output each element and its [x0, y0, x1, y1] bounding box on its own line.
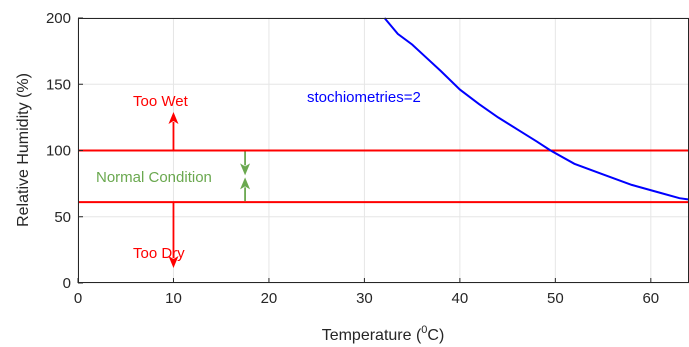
normal-arrow-up-head: [240, 177, 251, 190]
x-tick-label: 50: [547, 290, 564, 307]
y-tick-label: 150: [46, 76, 71, 93]
tick-labels: 0 10 20 30 40 50 60 0 50 100 150 200: [46, 10, 659, 307]
x-tick-label: 20: [261, 290, 278, 307]
x-tick-label: 0: [74, 290, 82, 307]
x-tick-label: 10: [165, 290, 182, 307]
too-dry-arrow-head: [168, 256, 179, 268]
y-axis-label: Relative Humidity (%): [15, 73, 32, 227]
too-wet-label: Too Wet: [133, 93, 189, 110]
y-tick-label: 100: [46, 143, 71, 160]
curve-label: stochiometries=2: [307, 89, 421, 106]
x-tick-label: 30: [356, 290, 373, 307]
chart-marks: [78, 17, 689, 204]
x-tick-label: 40: [452, 290, 469, 307]
y-tick-label: 0: [63, 275, 71, 292]
too-wet-arrow-head: [168, 112, 179, 124]
too-dry-label: Too Dry: [133, 245, 185, 262]
normal-arrow-down-head: [240, 163, 251, 176]
normal-condition-label: Normal Condition: [96, 169, 212, 186]
x-axis-label-main: Temperature (: [322, 327, 422, 344]
x-axis-label: Temperature (0C): [322, 324, 445, 344]
annotation-arrows: [168, 112, 251, 268]
x-axis-label-tail: C): [427, 327, 444, 344]
y-tick-label: 200: [46, 10, 71, 27]
x-axis-label-superscript: 0: [421, 324, 427, 336]
y-tick-label: 50: [54, 209, 71, 226]
x-tick-label: 60: [642, 290, 659, 307]
series-line-stochiometries: [383, 17, 689, 201]
